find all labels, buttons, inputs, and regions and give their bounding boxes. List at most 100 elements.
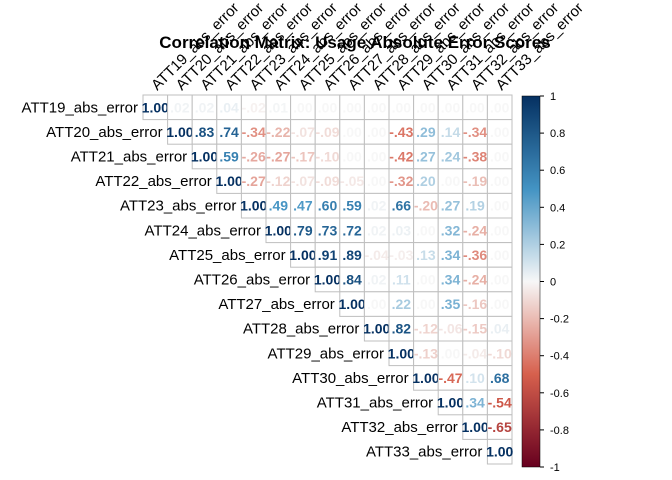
cell-value: .00: [392, 99, 412, 115]
cell-value: .00: [465, 99, 485, 115]
cell-value: 1.00: [461, 419, 488, 435]
cell-value: .00: [367, 296, 387, 312]
row-label: ATT22_abs_error: [95, 173, 211, 190]
matrix-cell: .35: [437, 291, 464, 317]
cell-value: .03: [392, 222, 412, 238]
cell-border: [314, 266, 341, 293]
cell-border: [486, 217, 513, 244]
cell-value: -.13: [414, 345, 438, 361]
matrix-cell: .00: [413, 266, 439, 293]
matrix-cell: .00: [486, 143, 513, 170]
cell-value: .02: [367, 222, 387, 238]
colorbar-tick-label: -0.4: [550, 351, 569, 363]
cell-border: [339, 168, 365, 194]
cell-value: .19: [465, 198, 485, 214]
matrix-cell: -.13: [413, 340, 439, 367]
cell-value: .00: [490, 149, 510, 165]
matrix-cell: .19: [462, 192, 488, 219]
cell-border: [363, 291, 390, 317]
cell-value: .00: [318, 99, 338, 115]
matrix-cell: .00: [363, 168, 390, 194]
cell-value: 1.00: [412, 370, 439, 386]
cell-border: [437, 389, 464, 416]
matrix-cell: .00: [363, 291, 390, 317]
matrix-cell: -.02: [240, 94, 267, 121]
matrix-cell: .03: [388, 217, 415, 244]
cell-value: .02: [367, 272, 387, 288]
cell-value: .00: [293, 99, 313, 115]
cell-value: -.27: [266, 149, 290, 165]
matrix-cell: .00: [363, 143, 390, 170]
cell-value: .00: [441, 99, 461, 115]
cell-value: -.43: [389, 124, 413, 140]
cell-border: [314, 242, 341, 268]
cell-value: .24: [441, 149, 461, 165]
cell-value: .59: [342, 198, 362, 214]
cell-value: .14: [441, 124, 461, 140]
cell-value: -.06: [438, 321, 462, 337]
matrix-cell: .82: [388, 315, 415, 342]
cell-value: 1.00: [215, 173, 242, 189]
cell-value: -.27: [242, 173, 266, 189]
cell-border: [486, 438, 513, 465]
matrix-cell: -.42: [388, 143, 415, 170]
cell-border: [486, 143, 513, 170]
cell-value: .00: [367, 173, 387, 189]
cell-border: [486, 242, 513, 268]
cell-value: -.10: [488, 345, 512, 361]
cell-value: -.09: [315, 173, 339, 189]
cell-border: [462, 168, 488, 194]
cell-value: .00: [342, 149, 362, 165]
colorbar-tick-label: -0.8: [550, 425, 569, 437]
cell-value: .13: [416, 247, 436, 263]
cell-value: .04: [219, 99, 239, 115]
matrix-cell: 1.00: [363, 315, 391, 342]
colorbar-gradient: [521, 95, 541, 468]
matrix-cell: -.20: [413, 192, 439, 219]
cell-border: [240, 192, 267, 219]
colorbar-tick-label: 0: [550, 277, 556, 289]
matrix-cell: -.03: [388, 242, 415, 268]
colorbar-tick-label: 0.4: [550, 202, 565, 214]
matrix-cell: 1.00: [289, 242, 317, 268]
cell-border: [265, 119, 292, 145]
row-label: ATT23_abs_error: [120, 198, 236, 215]
cell-border: [363, 315, 390, 342]
cell-value: .00: [416, 272, 436, 288]
cell-value: .00: [490, 124, 510, 140]
cell-value: -.12: [266, 173, 290, 189]
matrix-cell: .00: [486, 266, 513, 293]
cell-border: [486, 119, 513, 145]
colorbar-tick-label: -0.2: [550, 314, 569, 326]
cell-value: 1.00: [338, 296, 365, 312]
cell-value: .00: [342, 99, 362, 115]
cell-border: [486, 389, 513, 416]
matrix-cell: .32: [437, 217, 464, 244]
cell-value: 1.00: [265, 222, 292, 238]
matrix-cell: 1.00: [338, 291, 366, 317]
chart-title-text: Correlation Matrix: Usage Absolute Error…: [159, 33, 550, 52]
cell-border: [413, 266, 439, 293]
cell-border: [437, 94, 464, 121]
cell-value: .04: [490, 321, 510, 337]
cell-value: .49: [269, 198, 289, 214]
matrix-cell: .14: [437, 119, 464, 145]
cell-border: [486, 315, 513, 342]
matrix-cell: -.47: [437, 365, 464, 391]
matrix-cell: -.54: [486, 389, 513, 416]
row-label: ATT26_abs_error: [194, 272, 310, 289]
cell-value: -.15: [463, 321, 487, 337]
matrix-cell: .49: [265, 192, 292, 219]
cell-value: .00: [490, 296, 510, 312]
matrix-cell: .00: [462, 94, 488, 121]
matrix-cell: 1.00: [142, 94, 169, 121]
cell-border: [486, 414, 513, 440]
cell-value: .00: [367, 149, 387, 165]
matrix-cell: .00: [486, 242, 513, 268]
matrix-cell: -.04: [462, 340, 488, 367]
row-labels: ATT19_abs_error ATT20_abs_error ATT21_abs_…: [22, 99, 483, 460]
matrix-cell: .02: [363, 266, 390, 293]
cell-border: [413, 143, 439, 170]
matrix-cell: .00: [314, 94, 341, 121]
